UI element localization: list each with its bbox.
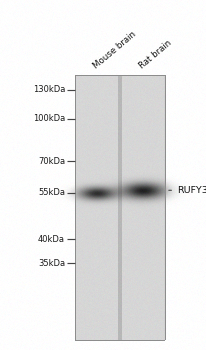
Text: 40kDa: 40kDa bbox=[38, 235, 65, 244]
Text: Rat brain: Rat brain bbox=[137, 39, 172, 71]
Text: 100kDa: 100kDa bbox=[33, 114, 65, 123]
Text: 70kDa: 70kDa bbox=[38, 157, 65, 166]
Text: 55kDa: 55kDa bbox=[38, 188, 65, 197]
Text: 35kDa: 35kDa bbox=[38, 259, 65, 268]
Text: RUFY3: RUFY3 bbox=[168, 186, 206, 195]
Text: Mouse brain: Mouse brain bbox=[91, 30, 137, 71]
Text: 130kDa: 130kDa bbox=[33, 85, 65, 94]
